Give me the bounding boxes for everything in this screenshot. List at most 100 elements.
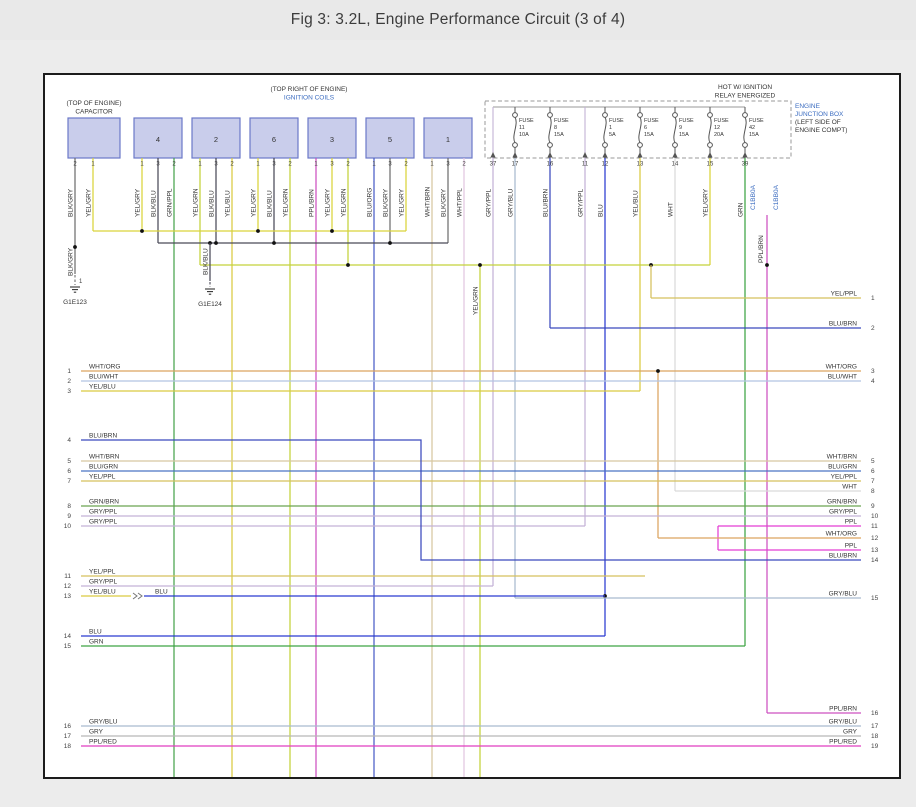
wire-color-label: BLU/BRN — [829, 321, 857, 328]
left-pin-number: 11 — [64, 573, 71, 580]
wire-color-label: YEL/PPL — [831, 474, 858, 481]
right-pin-number: 10 — [871, 513, 879, 520]
wire-color-label: YEL/GRY — [86, 188, 93, 217]
pin-number: 15 — [707, 162, 714, 168]
wire-color-label: BLK/GRY — [383, 188, 390, 217]
pin-arrow-icon — [602, 152, 608, 158]
wire-color-label: WHT/BRN — [425, 186, 432, 217]
connector-label: C1BB0A — [773, 184, 780, 210]
wire-color-label: WHT/ORG — [826, 364, 857, 371]
junction-dot — [346, 263, 350, 267]
wire-color-label: WHT/ORG — [826, 531, 857, 538]
junction-box-label: ENGINE COMPT) — [795, 127, 847, 134]
right-pin-number: 14 — [871, 557, 879, 564]
right-pin-number: 17 — [871, 723, 879, 730]
fuse-name: FUSE — [554, 118, 569, 124]
wire-color-label: GRY/BLU — [829, 719, 858, 726]
fuse-terminal — [547, 112, 553, 118]
fuse-id: 9 — [679, 125, 682, 131]
pin-number: 3 — [446, 162, 450, 168]
right-pin-number: 13 — [871, 547, 879, 554]
wire-color-label: WHT/BRN — [827, 454, 858, 461]
left-pin-number: 7 — [67, 478, 71, 485]
left-pin-number: 1 — [67, 368, 71, 375]
wire-color-label: YEL/GRY — [135, 188, 142, 217]
wire-color-label: WHT — [842, 484, 857, 491]
fuse-terminal — [637, 142, 643, 148]
wire-color-label: YEL/BLU — [89, 589, 116, 596]
pin-number: 1 — [430, 162, 434, 168]
coil-number: 5 — [388, 135, 392, 144]
fuse-name: FUSE — [519, 118, 534, 124]
wire-color-label: YEL/PPL — [89, 474, 116, 481]
hot-condition-label: HOT W/ IGNITION — [718, 84, 772, 91]
right-pin-number: 19 — [871, 743, 879, 750]
fuse-amps: 10A — [519, 132, 529, 138]
wire-color-label: WHT — [668, 202, 675, 217]
wire-color-label: YEL/GRY — [703, 188, 710, 217]
wire-color-label: YEL/BLU — [225, 190, 232, 217]
right-pin-number: 9 — [871, 503, 875, 510]
wire-color-label: BLU/ORG — [367, 188, 374, 217]
fuse-id: 12 — [714, 125, 720, 131]
wire-color-label: GRY — [843, 729, 858, 736]
wire-color-label: YEL/GRN — [473, 286, 480, 315]
left-pin-number: 3 — [67, 388, 71, 395]
wire-color-label: BLK/GRY — [68, 247, 75, 276]
left-pin-number: 8 — [67, 503, 71, 510]
wire-color-label: GRY/PPL — [89, 509, 117, 516]
left-pin-number: 16 — [64, 723, 72, 730]
wire-color-label: GRY/BLU — [89, 719, 118, 726]
fuse-element-icon — [513, 117, 517, 143]
fuse-name: FUSE — [714, 118, 729, 124]
wire-color-label: WHT/ORG — [89, 364, 120, 371]
wire-color-label: BLU/WHT — [89, 374, 118, 381]
left-pin-number: 18 — [64, 743, 72, 750]
wire-color-label: WHT/BRN — [89, 454, 120, 461]
wire-color-label: GRY/PPL — [89, 579, 117, 586]
junction-dot — [388, 241, 392, 245]
fuse-name: FUSE — [644, 118, 659, 124]
wire-color-label: GRN — [738, 202, 745, 217]
wire-color-label: GRY/BLU — [508, 188, 515, 217]
pin-number: 14 — [672, 162, 679, 168]
pin-number: 2 — [404, 162, 408, 168]
inline-connector-icon — [132, 592, 138, 600]
figure-title-bar: Fig 3: 3.2L, Engine Performance Circuit … — [0, 0, 916, 40]
pin-number: 3 — [388, 162, 392, 168]
pin-number: 39 — [742, 162, 749, 168]
fuse-amps: 15A — [679, 132, 689, 138]
fuse-amps: 15A — [554, 132, 564, 138]
right-pin-number: 15 — [871, 595, 879, 602]
fuse-terminal — [602, 112, 608, 118]
wire-color-label: PPL/RED — [829, 739, 857, 746]
coil-number: 1 — [446, 135, 450, 144]
right-pin-number: 1 — [871, 295, 875, 302]
wire-color-label: PPL — [845, 519, 858, 526]
pin-arrow-icon — [672, 152, 678, 158]
wire-color-label: GRN/BRN — [827, 499, 857, 506]
pin-arrow-icon — [547, 152, 553, 158]
right-pin-number: 5 — [871, 458, 875, 465]
junction-dot — [656, 369, 660, 373]
left-pin-number: 10 — [64, 523, 72, 530]
fuse-amps: 15A — [644, 132, 654, 138]
wire-color-label: YEL/GRN — [193, 188, 200, 217]
wire-color-label: YEL/PPL — [89, 569, 116, 576]
wire-color-label: GRY/PPL — [486, 189, 493, 217]
fuse-id: 1 — [609, 125, 612, 131]
left-pin-number: 15 — [64, 643, 72, 650]
pin-arrow-icon — [637, 152, 643, 158]
pin-number: 1 — [198, 162, 202, 168]
wire-color-label: YEL/GRY — [251, 188, 258, 217]
left-pin-number: 12 — [64, 583, 72, 590]
pin-number: 2 — [288, 162, 292, 168]
left-pin-number: 5 — [67, 458, 71, 465]
wire-color-label: BLK/BLU — [267, 190, 274, 217]
junction-box-label: (LEFT SIDE OF — [795, 119, 841, 126]
fuse-name: FUSE — [679, 118, 694, 124]
right-pin-number: 11 — [871, 523, 878, 530]
left-pin-number: 17 — [64, 733, 72, 740]
right-pin-number: 4 — [871, 378, 875, 385]
right-pin-number: 16 — [871, 710, 879, 717]
